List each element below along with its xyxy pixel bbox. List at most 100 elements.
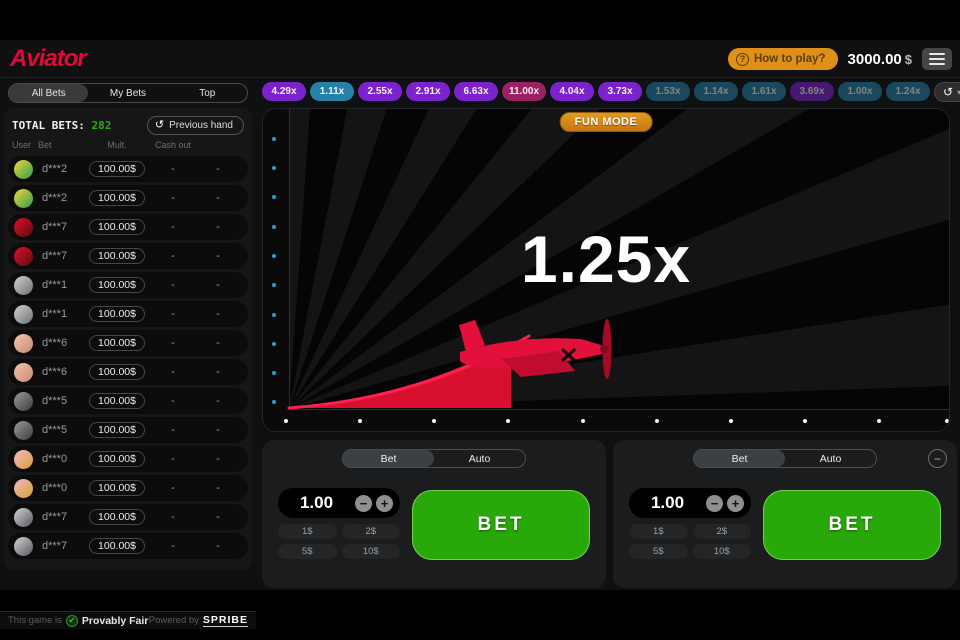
bet-row-mult: -	[171, 453, 175, 465]
y-axis	[289, 109, 290, 410]
minus-icon[interactable]: −	[706, 494, 723, 512]
tab-top[interactable]: Top	[199, 87, 216, 99]
history-chip[interactable]: 2.91x	[406, 82, 450, 101]
bet-row: d***6 100.00$ - -	[8, 359, 248, 385]
spribe-logo[interactable]: SPRIBE	[202, 614, 248, 627]
history-chip[interactable]: 1.11x	[310, 82, 354, 101]
history-chip[interactable]: 6.63x	[454, 82, 498, 101]
total-bets: TOTAL BETS: 282	[12, 119, 111, 132]
history-chip[interactable]: 1.00x	[838, 82, 882, 101]
column-headers: User Bet Mult. Cash out	[12, 140, 244, 152]
bet-button-2[interactable]: BET	[763, 490, 941, 560]
x-axis-dot	[581, 419, 585, 423]
history-chip[interactable]: 3.73x	[598, 82, 642, 101]
history-chip[interactable]: 1.14x	[694, 82, 738, 101]
balance-currency: $	[904, 51, 912, 67]
minus-icon[interactable]: −	[355, 494, 372, 512]
history-chip[interactable]: 4.04x	[550, 82, 594, 101]
tab-all-bets[interactable]: All Bets	[9, 84, 89, 102]
history-chip[interactable]: 11.00x	[502, 82, 546, 101]
avatar	[14, 304, 33, 324]
bet-button-1[interactable]: BET	[412, 490, 590, 560]
bet-row-cashout: -	[216, 424, 220, 436]
bet-row: d***2 100.00$ - -	[8, 156, 248, 182]
bet-row-mult: -	[171, 366, 175, 378]
round-history-button[interactable]: ↺ ▾	[934, 82, 960, 102]
bet-row-mult: -	[171, 337, 175, 349]
bet-row-amount: 100.00$	[89, 277, 145, 293]
amount-stepper-2: 1.00 − +	[629, 488, 751, 518]
prev-hand-icon: ↺	[154, 118, 165, 131]
tab-my-bets[interactable]: My Bets	[109, 87, 147, 99]
footer: This game is ✔ Provably Fair Powered by …	[0, 611, 256, 629]
avatar	[14, 507, 33, 527]
bet-tab-1[interactable]: Bet	[343, 450, 434, 467]
quick-amount-button[interactable]: 2$	[692, 524, 751, 539]
balance-value: 3000.00	[847, 50, 902, 68]
history-chip[interactable]: 3.69x	[790, 82, 834, 101]
history-chip[interactable]: 1.53x	[646, 82, 690, 101]
history-chips-row: 4.29x 1.11x 2.55x 2.91x 6.63x 11.00x 4.04x 3.73…	[262, 82, 960, 102]
bet-row-mult: -	[171, 279, 175, 291]
x-axis	[289, 409, 949, 410]
bet-row-cashout: -	[216, 250, 220, 262]
amount-value-1[interactable]: 1.00	[299, 493, 334, 512]
y-axis-dot	[272, 166, 276, 170]
bet-row-mult: -	[171, 424, 175, 436]
history-chip[interactable]: 1.24x	[886, 82, 930, 101]
bet-row-user: d***7	[42, 540, 68, 552]
menu-icon[interactable]	[922, 48, 952, 70]
bet-row: d***7 100.00$ - -	[8, 533, 248, 559]
bet-row-cashout: -	[216, 482, 220, 494]
bet-row-mult: -	[171, 395, 175, 407]
bet-row-mult: -	[171, 192, 175, 204]
bets-tabs: All Bets My Bets Top	[8, 83, 248, 103]
remove-panel-icon[interactable]: −	[928, 449, 947, 468]
quick-amount-button[interactable]: 1$	[278, 524, 337, 539]
bet-row-user: d***0	[42, 453, 68, 465]
auto-tab-2[interactable]: Auto	[819, 452, 842, 465]
column-header: Bet	[38, 140, 52, 150]
quick-amount-button[interactable]: 10$	[692, 544, 751, 559]
flight-curve	[287, 319, 612, 410]
plus-icon[interactable]: +	[727, 494, 744, 512]
bet-row-cashout: -	[216, 540, 220, 552]
history-icon: ↺	[943, 85, 954, 99]
bet-row-amount: 100.00$	[89, 161, 145, 177]
x-axis-dot	[284, 419, 288, 423]
quick-amount-button[interactable]: 1$	[629, 524, 688, 539]
history-chip[interactable]: 1.61x	[742, 82, 786, 101]
provably-fair-link[interactable]: Provably Fair	[81, 614, 149, 627]
y-axis-dot	[272, 313, 276, 317]
bet-panel-1: Bet Auto 1.00 − + 1$ 2$ 5$ 10$ BET	[262, 440, 606, 588]
quick-amount-button[interactable]: 10$	[341, 544, 400, 559]
bet-row-user: d***5	[42, 424, 68, 436]
quick-amount-button[interactable]: 5$	[278, 544, 337, 559]
bet-row-amount: 100.00$	[89, 190, 145, 206]
bet-rows: d***2 100.00$ - - d***2 100.00$ - - d***7 100.00$…	[8, 156, 248, 562]
quick-amount-button[interactable]: 2$	[341, 524, 400, 539]
bet-row-amount: 100.00$	[89, 538, 145, 554]
previous-hand-button[interactable]: ↺ Previous hand	[146, 115, 244, 135]
how-to-play-button[interactable]: ? How to play?	[727, 48, 838, 70]
bet-row-mult: -	[171, 540, 175, 552]
amount-value-2[interactable]: 1.00	[650, 493, 685, 512]
bet-row-cashout: -	[216, 337, 220, 349]
x-axis-dot	[432, 419, 436, 423]
y-axis-dot	[272, 283, 276, 287]
bet-row-amount: 100.00$	[89, 451, 145, 467]
bet-row-cashout: -	[216, 279, 220, 291]
current-multiplier: 1.25x	[520, 222, 692, 296]
history-chip[interactable]: 2.55x	[358, 82, 402, 101]
bet-row-user: d***7	[42, 221, 68, 233]
history-chip[interactable]: 4.29x	[262, 82, 306, 101]
plus-icon[interactable]: +	[376, 494, 393, 512]
quick-amount-button[interactable]: 5$	[629, 544, 688, 559]
bet-row: d***1 100.00$ - -	[8, 301, 248, 327]
y-axis-dot	[272, 371, 276, 375]
bet-tab-2[interactable]: Bet	[694, 450, 785, 467]
bet-row: d***2 100.00$ - -	[8, 185, 248, 211]
auto-tab-1[interactable]: Auto	[468, 452, 491, 465]
avatar	[14, 420, 33, 440]
quick-amounts-2: 1$ 2$ 5$ 10$	[629, 524, 751, 559]
